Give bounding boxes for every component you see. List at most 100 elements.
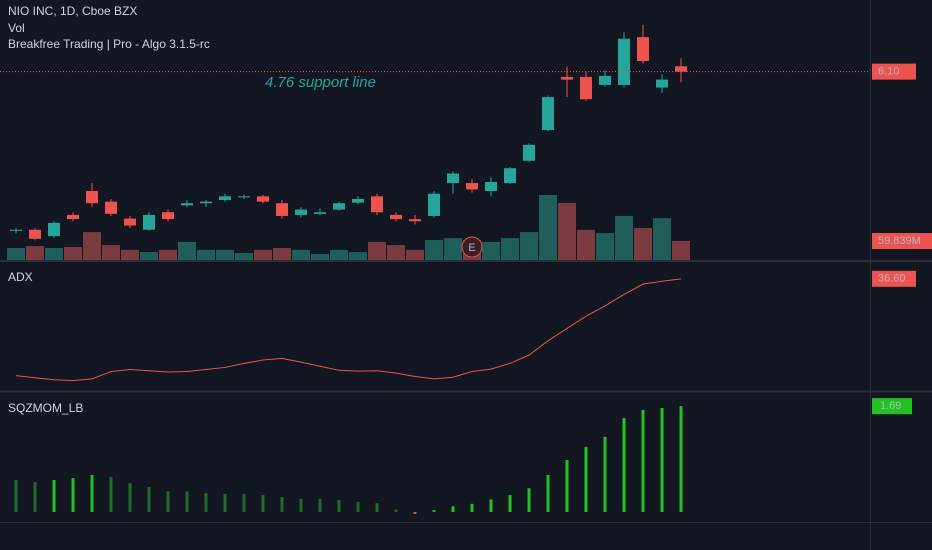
momentum-bar — [546, 475, 550, 512]
momentum-bar — [489, 499, 493, 512]
momentum-bar — [71, 478, 75, 512]
momentum-bar — [679, 406, 683, 512]
volume-bar — [368, 241, 387, 260]
momentum-bar — [641, 409, 645, 512]
volume-bar — [254, 249, 273, 260]
momentum-bar — [109, 476, 113, 512]
study-label: Vol — [8, 21, 25, 35]
volume-bar — [120, 249, 139, 260]
candle-body — [123, 218, 136, 226]
volume-label-box — [872, 233, 932, 250]
volume-bar — [482, 241, 501, 260]
momentum-bar — [584, 446, 588, 512]
momentum-bar — [204, 493, 208, 512]
value-label: 36.60 — [878, 273, 906, 285]
momentum-bar — [280, 496, 284, 512]
annotation: 4.76 support line — [265, 74, 376, 91]
volume-bar — [349, 252, 368, 260]
candle-body — [66, 214, 79, 220]
volume-bar — [653, 218, 672, 260]
candle-body — [466, 183, 479, 190]
candle-body — [276, 203, 289, 216]
pane-title: ADX — [8, 270, 33, 284]
volume-bar — [615, 215, 634, 260]
volume-bar — [425, 240, 444, 260]
momentum-bar — [90, 475, 94, 512]
candle-body — [28, 229, 41, 239]
price-label-box — [872, 63, 916, 80]
momentum-bar — [603, 436, 607, 512]
momentum-bar — [413, 511, 417, 514]
volume-bar — [311, 253, 330, 260]
candle-body — [390, 214, 403, 220]
candle-body — [219, 196, 232, 201]
candle-body — [161, 212, 174, 220]
candle-body — [257, 196, 270, 202]
volume-bar — [177, 241, 196, 260]
candle-body — [200, 201, 213, 204]
study-label: Breakfree Trading | Pro - Algo 3.1.5-rc — [8, 37, 210, 51]
candle-body — [542, 97, 555, 130]
volume-bar — [292, 249, 311, 260]
momentum-bar — [432, 510, 436, 512]
adx-line — [15, 278, 682, 382]
candle-body — [561, 76, 574, 80]
volume-bar — [101, 245, 120, 260]
momentum-bar — [185, 491, 189, 512]
value-label-box — [872, 270, 916, 287]
candle-body — [523, 144, 536, 161]
candle-body — [599, 75, 612, 85]
volume-bar — [577, 229, 596, 260]
volume-bar — [520, 232, 539, 260]
momentum-bar — [375, 503, 379, 512]
candle-body — [352, 198, 365, 203]
candle-body — [504, 168, 517, 184]
labels: E 6.10 59.839M 36.60 1.69 — [468, 63, 932, 415]
momentum-bar — [318, 498, 322, 512]
candle-body — [447, 173, 460, 184]
candle-body — [637, 37, 650, 62]
pane-title: SQZMOM_LB — [8, 401, 83, 415]
candle-body — [238, 196, 251, 198]
volume-bar — [6, 247, 25, 260]
momentum-bar — [660, 408, 664, 512]
volume-bar — [25, 246, 44, 260]
momentum-bar — [166, 491, 170, 512]
momentum-bar — [52, 480, 56, 512]
volume-bar — [216, 249, 235, 260]
candle-body — [314, 212, 327, 214]
volume-bar — [63, 247, 82, 260]
momentum-bar — [33, 481, 37, 512]
earnings-label: E — [468, 242, 475, 254]
momentum-bar — [565, 460, 569, 512]
momentum-bar — [128, 483, 132, 512]
momentum-bar — [622, 418, 626, 512]
momentum-bar — [147, 486, 151, 512]
marks — [0, 24, 870, 514]
volume-bar — [139, 252, 158, 260]
momentum-bar — [299, 498, 303, 512]
candle-body — [371, 196, 384, 213]
volume-bar — [387, 245, 406, 260]
volume-bar — [330, 249, 349, 260]
candle-body — [180, 203, 193, 206]
volume-bar — [501, 238, 520, 260]
volume-bar — [444, 238, 463, 260]
candle-body — [104, 201, 117, 214]
candle-body — [618, 38, 631, 85]
volume-bar — [82, 232, 101, 260]
value-label-box — [872, 398, 912, 415]
momentum-bar — [394, 509, 398, 512]
volume-bar — [406, 249, 425, 260]
momentum-bar — [508, 495, 512, 512]
symbol-title: NIO INC, 1D, Cboe BZX — [8, 4, 137, 18]
candle-body — [9, 229, 22, 231]
candle-body — [47, 222, 60, 237]
candle-body — [675, 66, 688, 72]
momentum-bar — [470, 503, 474, 512]
candle-body — [295, 209, 308, 215]
volume-label: 59.839M — [878, 235, 921, 247]
candle-body — [85, 191, 98, 204]
